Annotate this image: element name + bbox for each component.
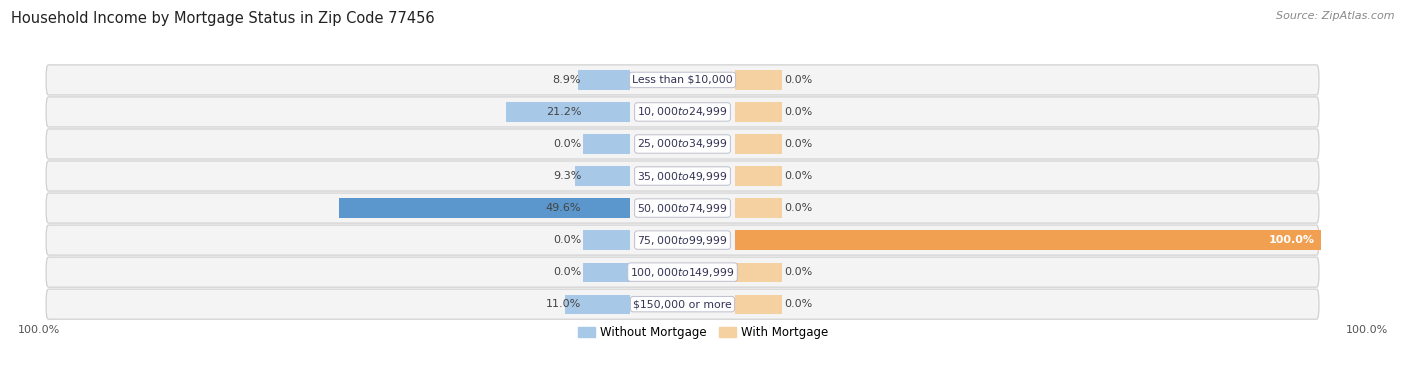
- Bar: [583, 134, 630, 153]
- Bar: [583, 70, 630, 89]
- Bar: [583, 294, 630, 314]
- FancyBboxPatch shape: [46, 65, 1319, 95]
- Bar: [735, 166, 782, 185]
- Text: $10,000 to $24,999: $10,000 to $24,999: [637, 106, 728, 118]
- Legend: Without Mortgage, With Mortgage: Without Mortgage, With Mortgage: [578, 326, 828, 339]
- Bar: [735, 102, 782, 121]
- Text: 0.0%: 0.0%: [553, 139, 581, 149]
- FancyBboxPatch shape: [46, 257, 1319, 287]
- Bar: [735, 198, 782, 218]
- Text: 0.0%: 0.0%: [783, 299, 813, 309]
- FancyBboxPatch shape: [46, 161, 1319, 191]
- Bar: [583, 262, 630, 282]
- Bar: [565, 294, 630, 314]
- FancyBboxPatch shape: [46, 225, 1319, 255]
- FancyBboxPatch shape: [46, 129, 1319, 159]
- Text: 11.0%: 11.0%: [546, 299, 581, 309]
- Text: 9.3%: 9.3%: [553, 171, 581, 181]
- Text: 0.0%: 0.0%: [783, 75, 813, 85]
- Text: 8.9%: 8.9%: [553, 75, 581, 85]
- Text: 49.6%: 49.6%: [546, 203, 581, 213]
- Bar: [583, 102, 630, 121]
- Text: 0.0%: 0.0%: [783, 107, 813, 117]
- Bar: [578, 70, 630, 89]
- Text: $75,000 to $99,999: $75,000 to $99,999: [637, 234, 728, 247]
- Text: 0.0%: 0.0%: [783, 267, 813, 277]
- Bar: [339, 198, 630, 218]
- Text: $100,000 to $149,999: $100,000 to $149,999: [630, 266, 734, 279]
- Bar: [735, 262, 782, 282]
- Text: $50,000 to $74,999: $50,000 to $74,999: [637, 202, 728, 215]
- FancyBboxPatch shape: [46, 193, 1319, 223]
- Text: $35,000 to $49,999: $35,000 to $49,999: [637, 170, 728, 182]
- Text: $25,000 to $34,999: $25,000 to $34,999: [637, 138, 728, 150]
- FancyBboxPatch shape: [46, 289, 1319, 319]
- Text: 0.0%: 0.0%: [553, 267, 581, 277]
- Text: 0.0%: 0.0%: [783, 171, 813, 181]
- Text: Source: ZipAtlas.com: Source: ZipAtlas.com: [1277, 11, 1395, 21]
- Text: $150,000 or more: $150,000 or more: [633, 299, 733, 309]
- Text: 100.0%: 100.0%: [1346, 325, 1388, 336]
- Bar: [735, 230, 1320, 250]
- Bar: [506, 102, 630, 121]
- Text: Less than $10,000: Less than $10,000: [633, 75, 733, 85]
- Bar: [575, 166, 630, 185]
- Text: 100.0%: 100.0%: [18, 325, 60, 336]
- Bar: [583, 198, 630, 218]
- Text: 100.0%: 100.0%: [1268, 235, 1315, 245]
- Text: 21.2%: 21.2%: [546, 107, 581, 117]
- Text: Household Income by Mortgage Status in Zip Code 77456: Household Income by Mortgage Status in Z…: [11, 11, 434, 26]
- Text: 0.0%: 0.0%: [553, 235, 581, 245]
- Text: 0.0%: 0.0%: [783, 139, 813, 149]
- Bar: [735, 134, 782, 153]
- FancyBboxPatch shape: [46, 97, 1319, 127]
- Bar: [735, 70, 782, 89]
- Bar: [735, 294, 782, 314]
- Bar: [735, 230, 782, 250]
- Bar: [583, 230, 630, 250]
- Text: 0.0%: 0.0%: [783, 203, 813, 213]
- Bar: [583, 166, 630, 185]
